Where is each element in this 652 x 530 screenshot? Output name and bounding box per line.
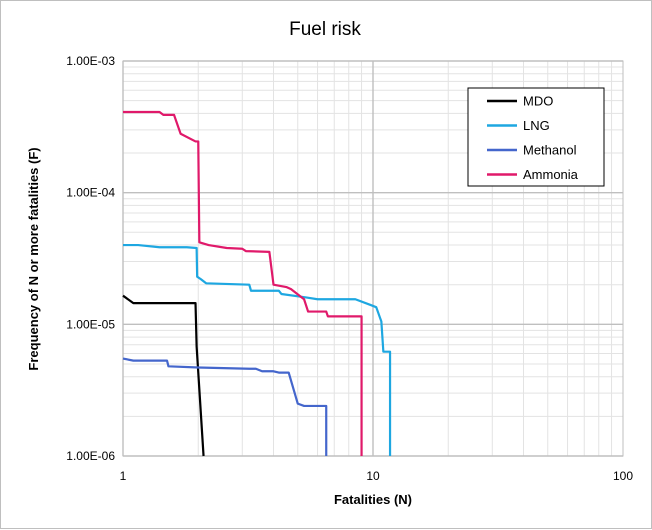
legend-label-methanol: Methanol <box>523 143 577 158</box>
series-line-lng <box>123 243 392 456</box>
x-axis-ticks: 1 10 100 <box>120 469 634 483</box>
legend-box <box>467 87 605 187</box>
legend-label-lng: LNG <box>523 118 550 133</box>
x-axis-title: Fatalities (N) <box>334 492 412 507</box>
series-line-ammonia <box>123 110 363 456</box>
legend-label-mdo: MDO <box>523 94 553 109</box>
x-tick-label: 100 <box>613 469 633 483</box>
y-tick-label: 1.00E-04 <box>66 186 115 200</box>
series-line-mdo <box>122 294 205 457</box>
plot-area <box>122 60 624 457</box>
series-line-methanol <box>122 357 328 456</box>
y-axis-title: Frequency of N or more fatalities (F) <box>26 147 41 370</box>
y-tick-label: 1.00E-03 <box>66 54 115 68</box>
chart-title: Fuel risk <box>289 19 361 40</box>
series-layer <box>122 110 392 457</box>
legend: MDO LNG Methanol Ammonia <box>467 87 605 187</box>
y-tick-label: 1.00E-05 <box>66 317 115 331</box>
x-tick-label: 1 <box>120 469 127 483</box>
x-tick-label: 10 <box>366 469 380 483</box>
legend-label-ammonia: Ammonia <box>523 167 579 182</box>
y-axis-ticks: 1.00E-06 1.00E-05 1.00E-04 1.00E-03 <box>66 54 115 463</box>
y-tick-label: 1.00E-06 <box>66 449 115 463</box>
